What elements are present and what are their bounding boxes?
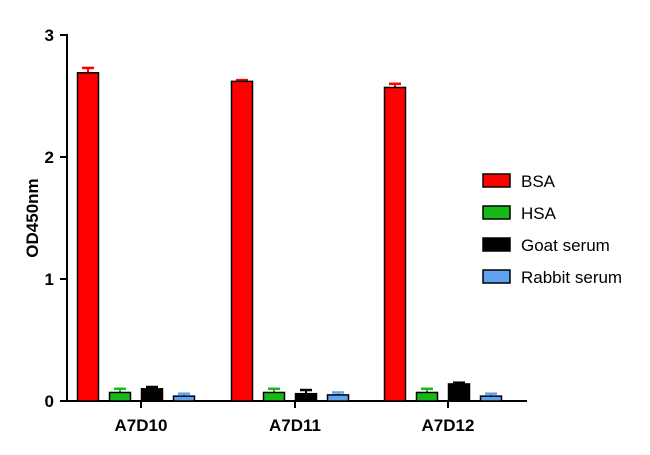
x-tick-label: A7D11	[269, 416, 321, 435]
bars	[76, 66, 503, 402]
bar	[383, 86, 407, 402]
legend-label: Rabbit serum	[521, 268, 622, 287]
bar	[479, 395, 503, 402]
legend-swatch	[482, 205, 511, 220]
bar	[326, 394, 350, 402]
legend: BSA HSA Goat serum Rabbit serum	[482, 172, 622, 287]
bar	[76, 72, 100, 402]
y-tick-label: 2	[45, 148, 54, 167]
y-axis: 0 1 2 3	[45, 26, 68, 411]
y-tick-label: 0	[45, 392, 54, 411]
x-tick-label: A7D10	[115, 416, 168, 435]
y-axis-title: OD450nm	[23, 178, 42, 257]
x-axis: A7D10 A7D11 A7D12	[67, 400, 527, 435]
bar	[415, 391, 439, 402]
bar	[108, 391, 132, 402]
bar	[140, 388, 164, 402]
bar	[230, 80, 254, 402]
legend-swatch	[482, 237, 511, 252]
bar	[447, 383, 471, 402]
legend-label: BSA	[521, 172, 556, 191]
legend-swatch	[482, 173, 511, 188]
bar	[172, 395, 196, 402]
bar	[294, 392, 318, 402]
x-tick-label: A7D12	[422, 416, 475, 435]
legend-label: Goat serum	[521, 236, 610, 255]
y-tick-label: 1	[45, 270, 54, 289]
legend-label: HSA	[521, 204, 557, 223]
legend-swatch	[482, 269, 511, 284]
bar	[262, 391, 286, 402]
y-tick-label: 3	[45, 26, 54, 45]
